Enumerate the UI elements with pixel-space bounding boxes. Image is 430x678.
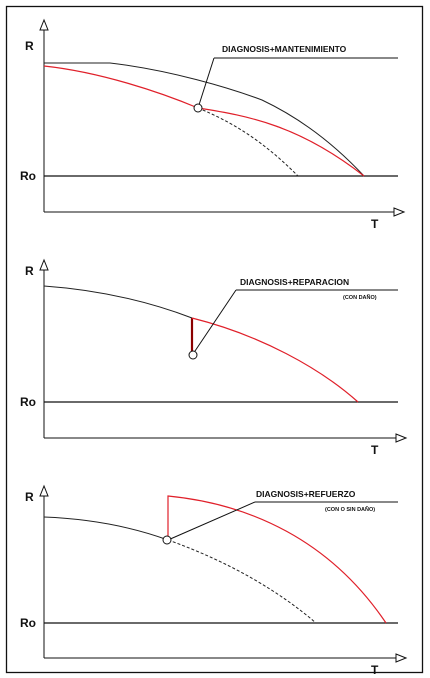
- panel-3-x-axis-arrow: [395, 653, 408, 663]
- panel-2-y-axis-arrow: [39, 258, 49, 271]
- panel-3-dashed-projection: [167, 539, 317, 624]
- panel-3: R Ro T DIAGNOSIS+REFUERZO (CON O SIN DAÑ…: [20, 484, 408, 677]
- panel-2-diagnosis-point: [188, 350, 198, 360]
- panel-2: R Ro T DIAGNOSIS+REPARACION (CON DAÑO): [20, 258, 408, 457]
- panel-3-red-curve: [167, 495, 387, 624]
- panel-2-ro-label: Ro: [20, 395, 36, 409]
- panel-3-diagnosis-point: [162, 535, 172, 545]
- panel-3-black-curve: [43, 516, 169, 541]
- figure-frame: [5, 5, 424, 674]
- panel-1-ro-label: Ro: [20, 169, 36, 183]
- panel-1-annotation: DIAGNOSIS+MANTENIMIENTO: [222, 44, 347, 54]
- panel-3-leader-line: [167, 501, 256, 541]
- panel-1: R Ro T DIAGNOSIS+MANTENIMIENTO: [20, 18, 406, 231]
- panel-1-red-curve: [43, 65, 365, 177]
- panel-3-annotation: DIAGNOSIS+REFUERZO: [256, 489, 356, 499]
- panel-2-leader-line: [192, 289, 237, 355]
- panel-2-r-label: R: [25, 264, 34, 278]
- panel-1-x-axis-arrow: [393, 207, 406, 217]
- panel-2-black-curve: [43, 285, 193, 319]
- panel-1-diagnosis-point: [193, 103, 203, 113]
- panel-1-t-label: T: [371, 217, 379, 231]
- panel-2-x-axis-arrow: [395, 433, 408, 443]
- panel-3-t-label: T: [371, 663, 379, 677]
- panel-3-ro-label: Ro: [20, 616, 36, 630]
- panel-1-y-axis-arrow: [39, 18, 49, 31]
- panel-2-annotation-sub: (CON DAÑO): [343, 294, 377, 301]
- panel-1-leader-line: [197, 57, 215, 109]
- panel-2-annotation: DIAGNOSIS+REPARACION: [240, 277, 349, 287]
- panel-2-red-curve: [191, 317, 359, 403]
- panel-1-r-label: R: [25, 39, 34, 53]
- panel-2-t-label: T: [371, 443, 379, 457]
- panel-3-y-axis-arrow: [39, 484, 49, 497]
- panel-1-dashed-projection: [197, 107, 299, 177]
- panel-3-annotation-sub: (CON O SIN DAÑO): [325, 506, 375, 513]
- panel-3-r-label: R: [25, 490, 34, 504]
